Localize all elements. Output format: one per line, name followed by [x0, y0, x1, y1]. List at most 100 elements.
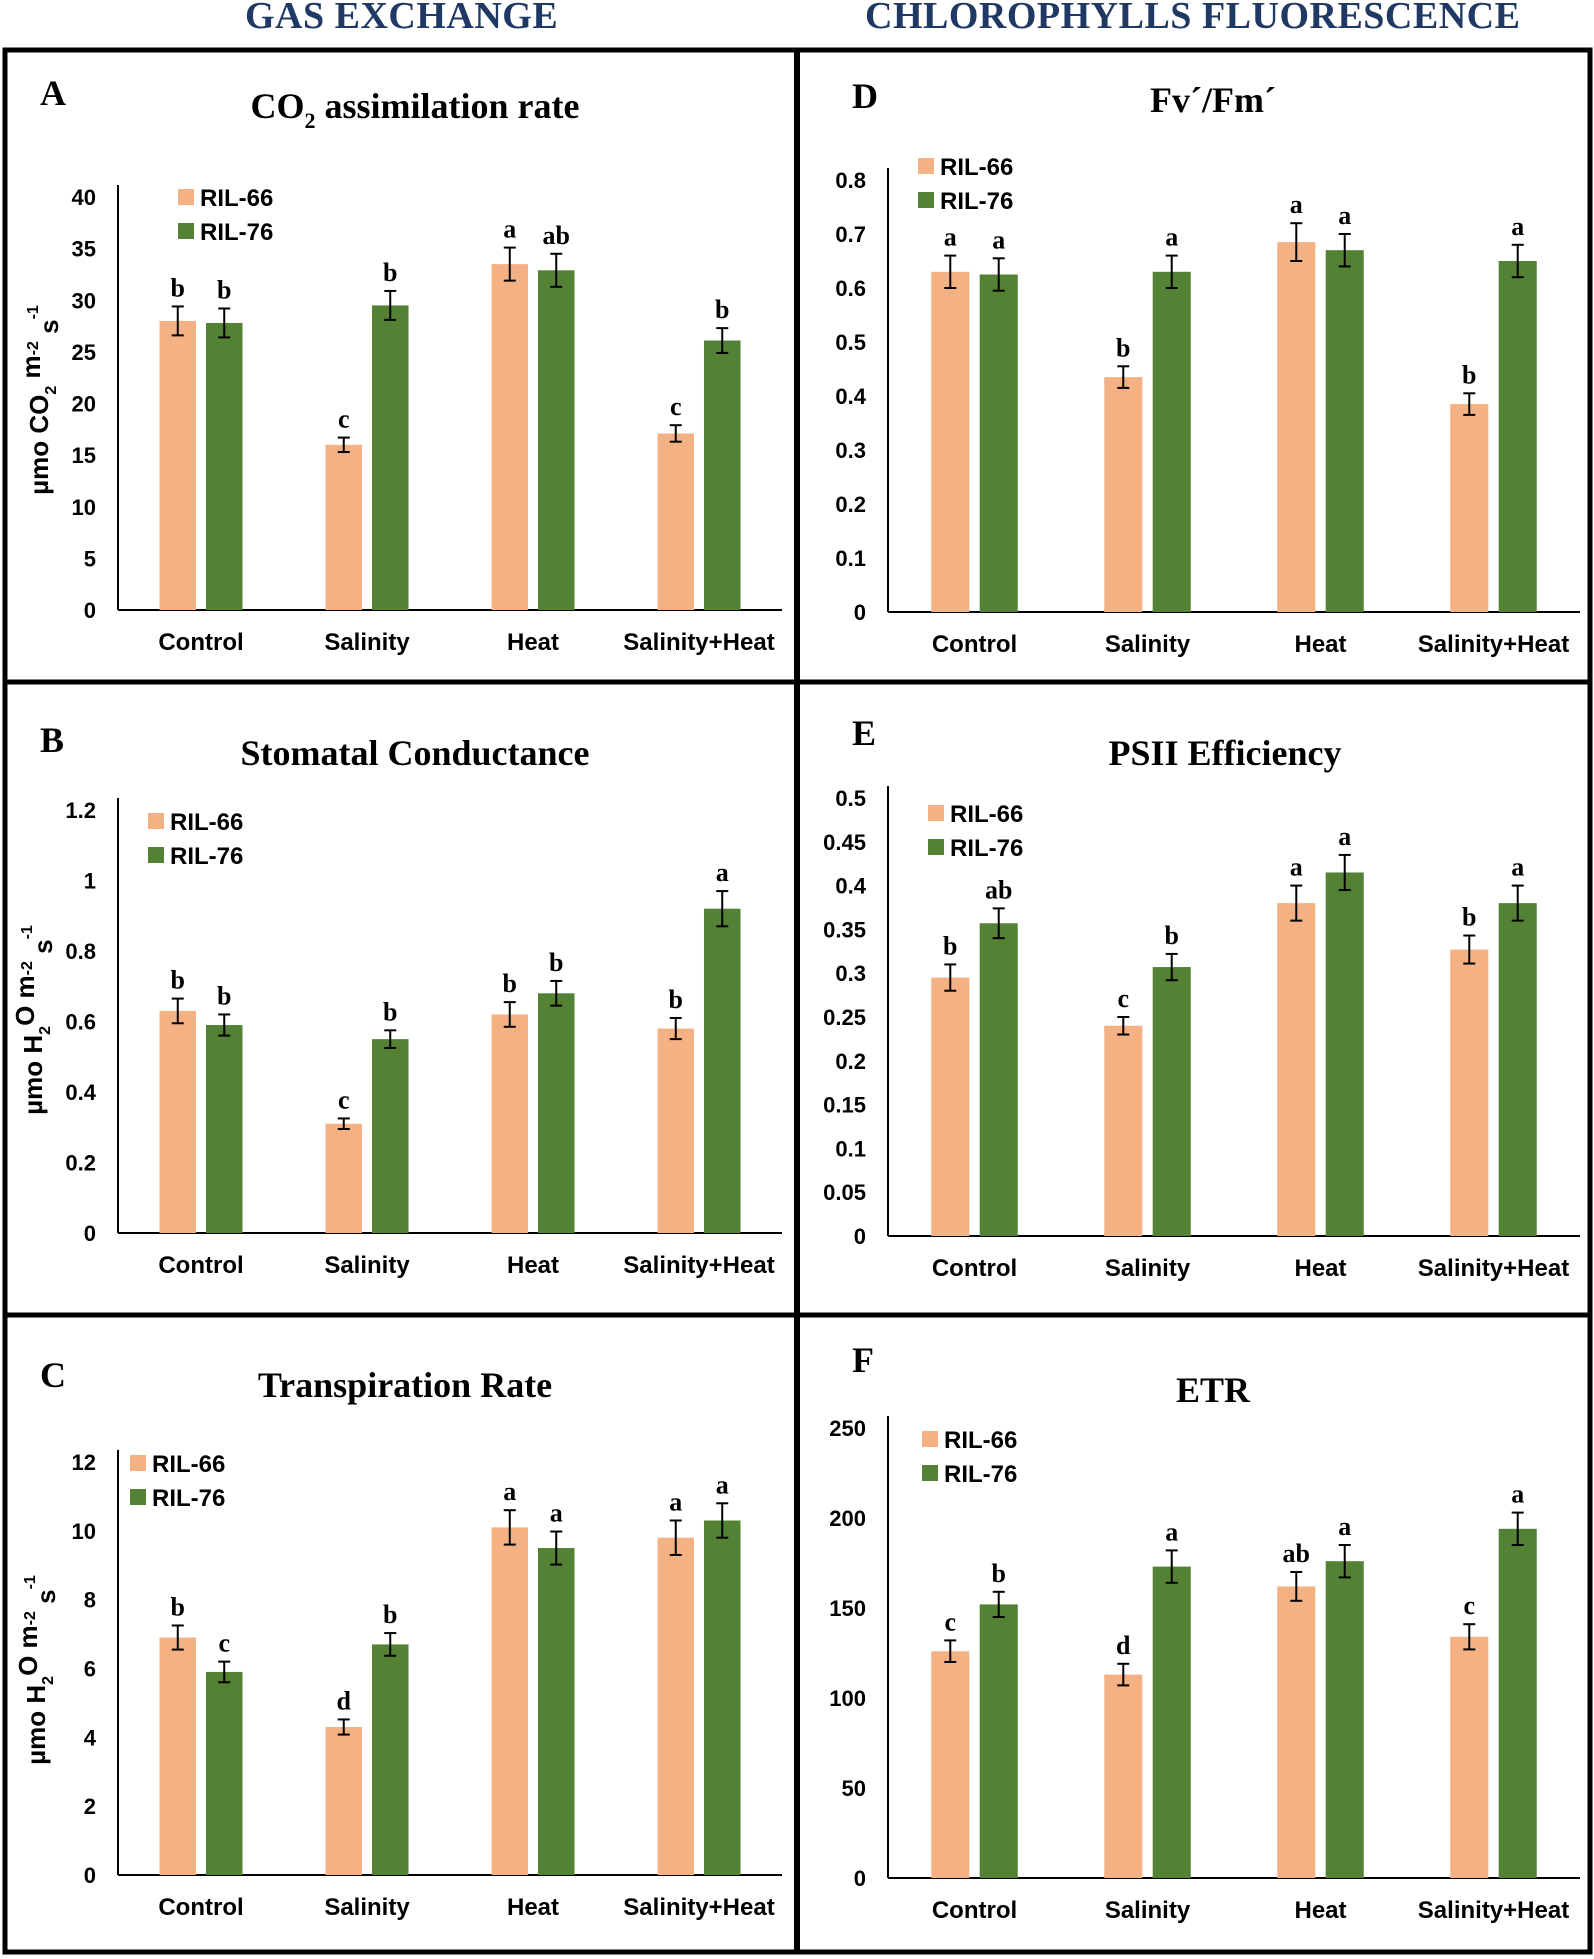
x-category-label: Control	[932, 631, 1017, 658]
y-tick-label: 200	[829, 1506, 866, 1531]
significance-letter: b	[1462, 903, 1476, 932]
x-category-label: Salinity	[324, 1894, 410, 1921]
x-category-label: Salinity+Heat	[1418, 1255, 1569, 1282]
bar-ril-66	[1104, 1025, 1143, 1236]
legend-label: RIL-76	[200, 219, 273, 246]
bar-ril-76	[703, 1520, 741, 1875]
y-tick-label: 0	[854, 600, 866, 625]
bar-ril-76	[1325, 1561, 1364, 1878]
y-tick-label: 0.6	[65, 1010, 96, 1035]
x-category-label: Salinity	[1105, 1897, 1191, 1924]
significance-letter: c	[1118, 984, 1130, 1013]
significance-letter: a	[1511, 853, 1524, 882]
bar-ril-76	[979, 274, 1018, 612]
x-category-label: Control	[158, 1252, 243, 1279]
chart-title-main: ETR	[1176, 1370, 1251, 1410]
bar-ril-66	[931, 1651, 970, 1878]
chart-E: E PSII Efficiency 0 0.05 0.1 0.15 0.2 0.25 0.3 0.…	[823, 713, 1580, 1282]
y-tick-label: 0.2	[835, 1049, 866, 1074]
x-category-label: Salinity+Heat	[623, 1252, 774, 1279]
significance-letter: b	[1164, 921, 1178, 950]
bar-ril-76	[205, 1671, 243, 1875]
significance-letter: c	[338, 405, 350, 434]
y-tick-label: 0.4	[835, 874, 866, 899]
bar-ril-66	[657, 1537, 695, 1875]
significance-letter: b	[549, 948, 563, 977]
y-tick-label: 0.3	[835, 961, 866, 986]
y-tick-label: 100	[829, 1686, 866, 1711]
bar-ril-76	[703, 340, 741, 610]
legend-swatch-ril-66	[918, 158, 934, 174]
y-tick-label: 6	[84, 1657, 96, 1682]
bar-ril-76	[371, 1039, 409, 1233]
bar-ril-66	[931, 977, 970, 1236]
y-axis-label-part: µmo CO	[24, 395, 54, 495]
x-category-label: Heat	[1294, 1255, 1346, 1282]
chart-title: PSII Efficiency	[1109, 733, 1342, 773]
y-axis-label-part: m	[16, 355, 46, 385]
y-tick-label: 0.8	[835, 168, 866, 193]
significance-letter: c	[945, 1607, 957, 1636]
y-tick-label: 1.2	[65, 798, 96, 823]
y-tick-label: 0.5	[835, 330, 866, 355]
significance-letter: a	[1165, 223, 1178, 252]
bar-ril-76	[205, 322, 243, 610]
y-tick-label: 2	[84, 1794, 96, 1819]
significance-letter: b	[669, 985, 683, 1014]
bar-ril-76	[1152, 271, 1191, 612]
significance-letter: a	[1338, 201, 1351, 230]
y-axis-label-part: -1	[19, 925, 36, 939]
significance-letter: a	[1338, 822, 1351, 851]
x-category-label: Salinity+Heat	[1418, 1897, 1569, 1924]
significance-letter: b	[171, 273, 185, 302]
y-tick-label: 0.6	[835, 276, 866, 301]
x-category-label: Salinity+Heat	[623, 629, 774, 656]
y-axis-label-part: -2	[25, 341, 42, 355]
y-tick-label: 35	[72, 237, 96, 262]
panel-letter: A	[40, 73, 66, 113]
significance-letter: a	[1290, 853, 1303, 882]
bar-ril-66	[491, 1527, 529, 1875]
significance-letter: b	[217, 981, 231, 1010]
bar-ril-66	[1277, 1586, 1316, 1878]
y-axis-label: µmo CO2 m-2 s-1	[16, 305, 64, 495]
significance-letter: b	[503, 969, 517, 998]
y-axis-label: µmo H2O m-2 s-1	[13, 1575, 61, 1765]
y-tick-label: 0.15	[823, 1093, 866, 1118]
bar-ril-66	[1450, 949, 1489, 1236]
x-category-label: Control	[158, 629, 243, 656]
y-tick-label: 0.3	[835, 438, 866, 463]
x-category-label: Control	[932, 1897, 1017, 1924]
y-tick-label: 150	[829, 1596, 866, 1621]
bar-ril-66	[325, 444, 363, 610]
legend-label: RIL-66	[940, 154, 1013, 181]
bar-ril-76	[537, 1548, 575, 1875]
y-axis-label-part: -1	[25, 305, 42, 319]
bar-ril-66	[325, 1123, 363, 1233]
chart-title-subscript: 2	[305, 108, 316, 133]
significance-letter: a	[1338, 1512, 1351, 1541]
bar-ril-66	[1104, 377, 1143, 612]
legend-swatch-ril-76	[928, 839, 944, 855]
legend-label: RIL-66	[152, 1451, 225, 1478]
bar-ril-66	[931, 271, 970, 612]
x-category-label: Heat	[507, 629, 559, 656]
y-tick-label: 0.7	[835, 222, 866, 247]
significance-letter: c	[218, 1629, 230, 1658]
significance-letter: a	[550, 1499, 563, 1528]
y-tick-label: 0.25	[823, 1005, 866, 1030]
y-tick-label: 0.1	[835, 546, 866, 571]
bar-ril-76	[703, 908, 741, 1233]
chart-F: F ETR 0 50 100 150 200 250 Control c b Salinity d a He…	[829, 1340, 1580, 1924]
x-category-label: Salinity	[1105, 631, 1191, 658]
legend-swatch-ril-76	[918, 192, 934, 208]
legend-swatch-ril-76	[178, 223, 194, 239]
significance-letter: a	[1511, 1480, 1524, 1509]
bar-ril-76	[1325, 250, 1364, 612]
chart-title-main: Stomatal Conductance	[241, 733, 590, 773]
bar-ril-76	[1498, 1528, 1537, 1878]
y-tick-label: 0.35	[823, 917, 866, 942]
bar-ril-76	[979, 923, 1018, 1236]
